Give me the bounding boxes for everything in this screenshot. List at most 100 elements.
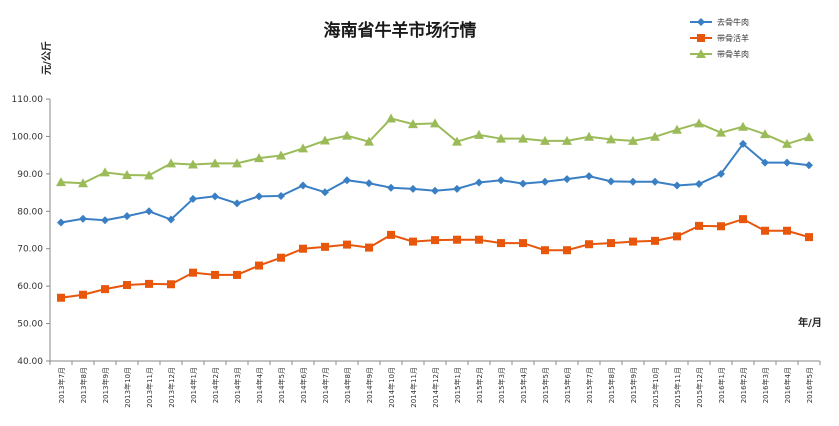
data-point <box>277 253 285 262</box>
data-point <box>783 226 791 235</box>
y-tick-labels: 40.00 50.00 60.00 70.00 80.00 90.00 100.00 110.… <box>12 95 50 367</box>
data-point <box>78 178 88 188</box>
data-point <box>167 280 175 289</box>
data-point <box>342 130 352 140</box>
data-point <box>79 290 87 299</box>
x-tick-label: 2016年3月 <box>761 367 770 403</box>
data-point <box>188 159 198 169</box>
x-tick-label: 2015年9月 <box>629 367 638 403</box>
series-1 <box>57 139 813 227</box>
data-point <box>211 192 219 201</box>
data-point <box>144 170 154 180</box>
data-point <box>343 176 351 185</box>
data-point <box>805 233 813 242</box>
data-point <box>254 153 264 163</box>
data-point <box>430 118 440 128</box>
data-point <box>651 177 659 186</box>
data-point <box>431 236 439 245</box>
data-point <box>650 131 660 141</box>
data-point <box>496 133 506 143</box>
x-tick-label: 2016年4月 <box>783 367 792 403</box>
x-tick-label: 2014年10月 <box>387 367 396 408</box>
x-tick-labels: 2013年7月 2013年8月 2013年9月 2013年10月 2013年11月 201… <box>49 361 821 408</box>
y-tick-label: 70.00 <box>17 245 43 255</box>
data-point <box>56 177 66 187</box>
data-point <box>563 175 571 184</box>
y-axis-label: 元/公斤 <box>40 41 53 75</box>
data-point <box>673 232 681 241</box>
data-point <box>672 124 682 134</box>
data-point <box>100 167 110 177</box>
y-tick-label: 60.00 <box>17 282 43 292</box>
data-point <box>343 240 351 249</box>
data-point <box>760 129 770 139</box>
x-tick-label: 2014年4月 <box>255 367 264 403</box>
series-2 <box>57 215 813 302</box>
data-point <box>782 138 792 148</box>
data-point <box>585 172 593 181</box>
x-tick-label: 2015年8月 <box>607 367 616 403</box>
data-point <box>629 177 637 186</box>
data-point <box>497 176 505 185</box>
legend-item: 带骨羊肉 <box>690 49 749 59</box>
data-point <box>716 127 726 137</box>
x-tick-label: 2016年5月 <box>805 367 814 403</box>
data-point <box>320 135 330 145</box>
x-tick-label: 2013年8月 <box>79 367 88 403</box>
y-tick-label: 50.00 <box>17 320 43 330</box>
x-tick-label: 2015年1月 <box>453 367 462 403</box>
data-point <box>694 118 704 128</box>
data-point <box>607 177 615 186</box>
legend-item: 带骨活羊 <box>690 33 749 43</box>
chart-title: 海南省牛羊市场行情 <box>324 20 477 41</box>
data-point <box>299 181 307 190</box>
x-tick-label: 2014年2月 <box>211 367 220 403</box>
data-point <box>387 230 395 239</box>
x-tick-label: 2014年7月 <box>321 367 330 403</box>
data-point <box>233 199 241 208</box>
x-tick-label: 2015年2月 <box>475 367 484 403</box>
x-tick-label: 2015年12月 <box>695 367 704 408</box>
data-point <box>298 143 308 153</box>
legend-swatch-marker <box>696 49 706 58</box>
data-point <box>562 135 572 145</box>
data-point <box>651 236 659 245</box>
data-point <box>233 270 241 279</box>
data-point <box>145 207 153 216</box>
x-tick-label: 2015年6月 <box>563 367 572 403</box>
data-point <box>255 261 263 270</box>
data-point <box>276 150 286 160</box>
x-tick-label: 2013年9月 <box>101 367 110 403</box>
data-point <box>364 136 374 146</box>
data-point <box>321 188 329 197</box>
data-point <box>783 158 791 167</box>
legend-swatch-marker <box>697 18 705 26</box>
x-tick-label: 2013年11月 <box>145 367 154 408</box>
data-point <box>210 158 220 168</box>
data-point <box>519 239 527 248</box>
x-axis-label: 年/月 <box>798 316 822 329</box>
data-point <box>453 184 461 193</box>
data-point <box>101 285 109 294</box>
legend-item: 去骨牛肉 <box>690 17 749 27</box>
legend-label: 带骨羊肉 <box>717 49 749 59</box>
data-point <box>57 218 65 227</box>
data-point <box>474 129 484 139</box>
data-point <box>299 244 307 253</box>
data-point <box>717 222 725 231</box>
data-point <box>167 215 175 224</box>
data-point <box>166 158 176 168</box>
data-point <box>101 216 109 225</box>
x-tick-label: 2016年2月 <box>739 367 748 403</box>
data-point <box>584 131 594 141</box>
data-point <box>321 242 329 251</box>
data-point <box>123 212 131 221</box>
data-point <box>739 139 747 148</box>
data-point <box>805 161 813 170</box>
data-point <box>628 135 638 145</box>
data-point <box>695 221 703 230</box>
series-3 <box>56 113 814 188</box>
data-point <box>409 184 417 193</box>
x-tick-label: 2014年1月 <box>189 367 198 403</box>
x-tick-label: 2013年10月 <box>123 367 132 408</box>
